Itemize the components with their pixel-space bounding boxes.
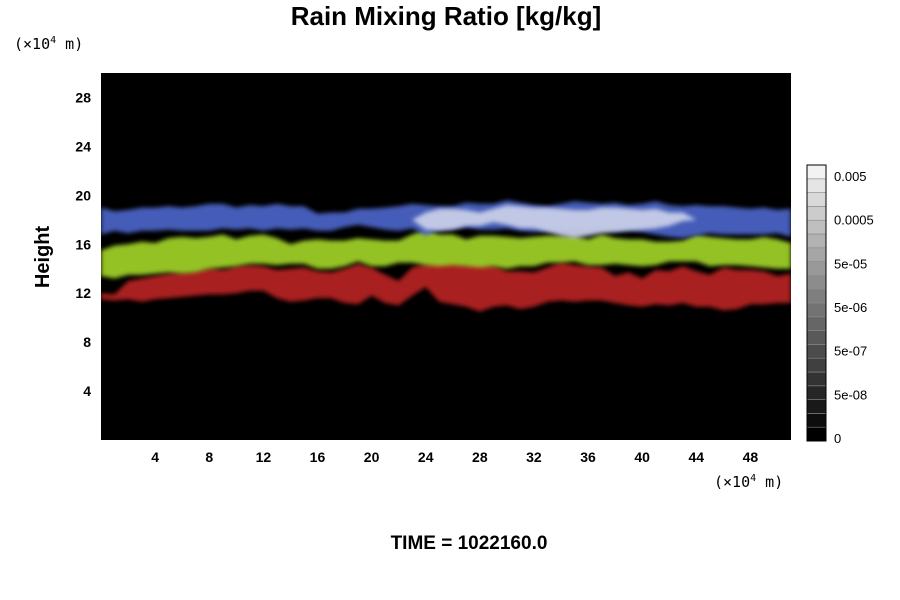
colorbar-cell [806, 371, 827, 387]
colorbar-cell [806, 357, 827, 373]
colorbar-tick-label: 5e-08 [834, 387, 867, 402]
y-unit-suffix: m) [56, 35, 83, 53]
colorbar [806, 164, 827, 442]
colorbar-tick-label: 5e-07 [834, 344, 867, 359]
colorbar-cell [806, 399, 827, 414]
x-tick-label: 16 [310, 449, 326, 465]
rain-layer-3 [101, 205, 791, 239]
y-tick-label: 8 [83, 334, 91, 350]
x-tick-label: 8 [205, 449, 213, 465]
x-tick-label: 48 [743, 449, 759, 465]
rain-layer-0 [101, 261, 791, 312]
y-unit-exponent: 4 [50, 35, 56, 46]
colorbar-cell [806, 316, 827, 331]
colorbar-cell [806, 192, 827, 207]
rain-layers [101, 200, 791, 312]
x-tick-label: 20 [364, 449, 380, 465]
colorbar-cell [806, 426, 827, 442]
x-tick-label: 44 [689, 449, 705, 465]
colorbar-cell [806, 261, 827, 276]
colorbar-cell [806, 344, 827, 359]
time-label: TIME = 1022160.0 [391, 533, 548, 554]
y-tick-label: 28 [75, 89, 91, 105]
y-axis-unit: (×104 m) [14, 35, 83, 53]
colorbar-cell [806, 164, 827, 180]
colorbar-tick-label: 0.0005 [834, 213, 874, 228]
colorbar-cell [806, 219, 827, 235]
colorbar-cell [806, 413, 827, 428]
chart-title: Rain Mixing Ratio [kg/kg] [291, 1, 602, 31]
x-tick-labels: 4 8 12 16 20 24 28 32 36 40 44 48 [151, 449, 758, 465]
colorbar-cell [806, 178, 827, 193]
x-unit-prefix: (×10 [714, 473, 750, 491]
colorbar-cell [806, 206, 827, 221]
colorbar-cell [806, 330, 827, 345]
x-unit-exponent: 4 [750, 473, 756, 484]
x-tick-label: 28 [472, 449, 488, 465]
y-tick-label: 16 [75, 236, 91, 252]
x-tick-label: 24 [418, 449, 434, 465]
x-axis-unit: (×104 m) [714, 473, 783, 491]
x-tick-label: 40 [634, 449, 650, 465]
y-tick-label: 4 [83, 383, 91, 399]
colorbar-cell [806, 302, 827, 318]
colorbar-tick-label: 5e-06 [834, 300, 867, 315]
colorbar-cell [806, 275, 827, 290]
y-tick-label: 24 [75, 138, 91, 154]
colorbar-tick-label: 0.005 [834, 169, 867, 184]
rain-layer-1 [101, 229, 791, 279]
x-tick-label: 32 [526, 449, 542, 465]
colorbar-cell [806, 288, 827, 304]
colorbar-labels: 0 5e-08 5e-07 5e-06 5e-05 0.0005 0.005 [834, 169, 874, 446]
colorbar-tick-label: 5e-05 [834, 256, 867, 271]
x-unit-suffix: m) [756, 473, 783, 491]
y-tick-labels: 4 8 12 16 20 24 28 [75, 89, 91, 399]
colorbar-cell [806, 233, 827, 249]
colorbar-cell [806, 247, 827, 262]
plot-area [101, 73, 791, 440]
y-unit-prefix: (×10 [14, 35, 50, 53]
colorbar-tick-label: 0 [834, 431, 841, 446]
x-tick-label: 36 [580, 449, 596, 465]
x-tick-label: 4 [151, 449, 159, 465]
y-tick-label: 20 [75, 187, 91, 203]
colorbar-frame [806, 164, 827, 442]
x-tick-label: 12 [256, 449, 272, 465]
colorbar-cell [806, 385, 827, 400]
y-tick-label: 12 [75, 285, 91, 301]
y-axis-label: Height [32, 226, 54, 289]
